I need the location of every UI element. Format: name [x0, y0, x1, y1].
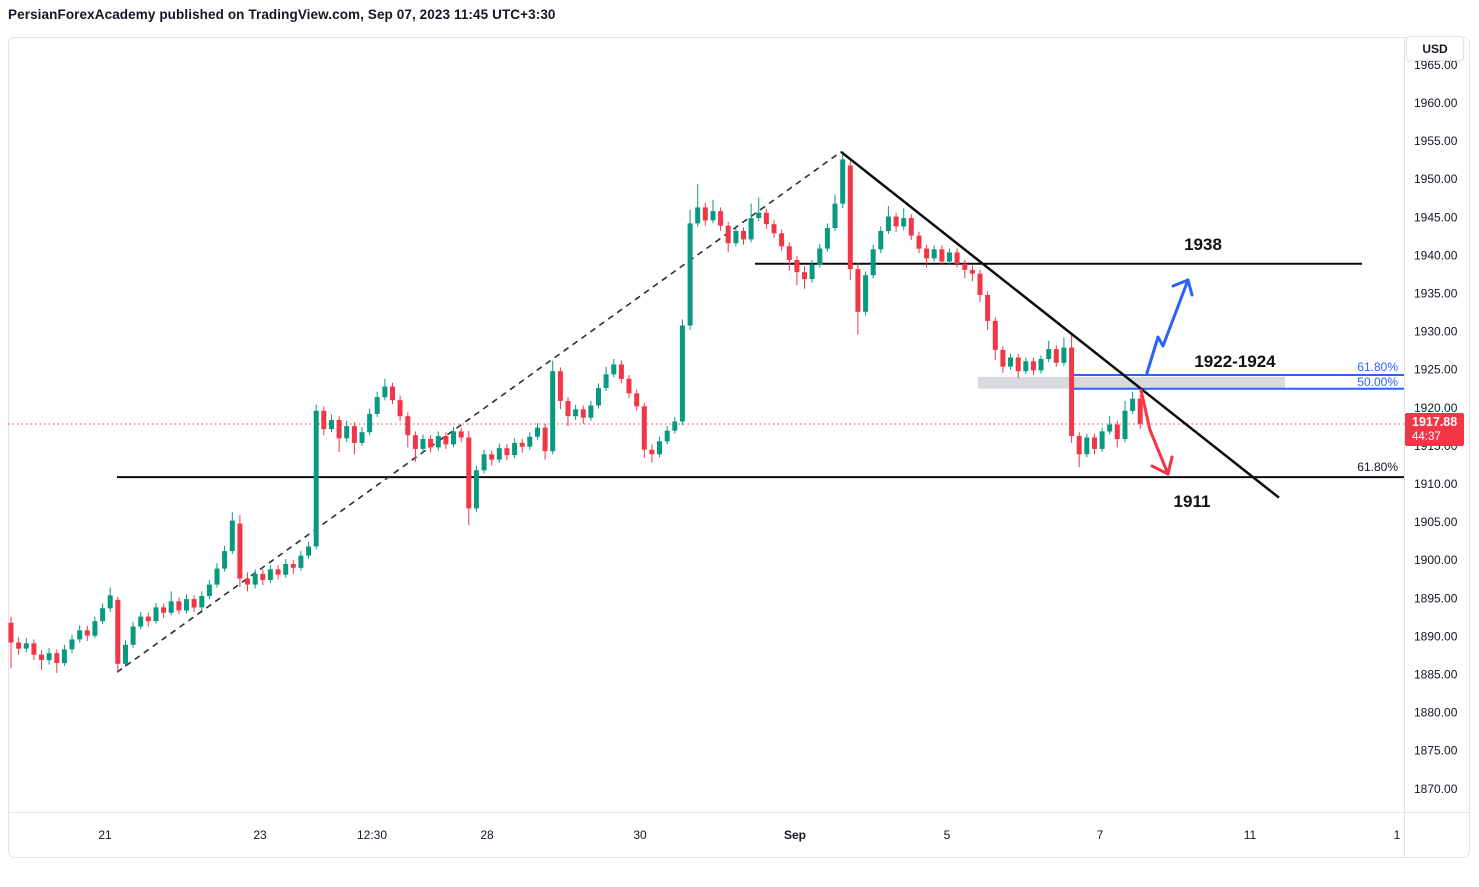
time-tick: 11: [1244, 828, 1257, 842]
bullish-arrow[interactable]: [1145, 278, 1194, 375]
price-tick: 1925.00: [1414, 363, 1458, 377]
price-tick: 1955.00: [1414, 134, 1458, 148]
price-tick: 1880.00: [1414, 706, 1458, 720]
label-supply-zone: 1922-1924: [1194, 352, 1276, 371]
price-tick: 1885.00: [1414, 668, 1458, 682]
time-tick: 1: [1394, 828, 1401, 842]
price-tick: 1900.00: [1414, 553, 1458, 567]
price-tick: 1945.00: [1414, 210, 1458, 224]
price-tick: 1935.00: [1414, 287, 1458, 301]
price-tick: 1870.00: [1414, 782, 1458, 796]
price-tick: 1905.00: [1414, 515, 1458, 529]
bearish-arrow[interactable]: [1139, 388, 1174, 476]
candlestick-series[interactable]: [8, 151, 1143, 673]
trendline-ascending-dashed[interactable]: [116, 151, 842, 673]
price-tick: 1890.00: [1414, 629, 1458, 643]
currency-toggle-button[interactable]: USD: [1406, 36, 1464, 61]
last-price-value: 1917.88: [1412, 415, 1458, 429]
time-tick: 5: [944, 828, 951, 842]
price-tick: 1950.00: [1414, 172, 1458, 186]
price-tick: 1965.00: [1414, 58, 1458, 72]
label-fib-618-blue: 61.80%: [1357, 360, 1398, 374]
currency-toggle-label: USD: [1422, 41, 1448, 56]
time-tick: 30: [633, 828, 647, 842]
chart-frame: [8, 37, 1470, 858]
label-fib-618-black: 61.80%: [1357, 460, 1398, 474]
price-tick: 1895.00: [1414, 591, 1458, 605]
snapshot-attribution: PersianForexAcademy published on Trading…: [8, 7, 556, 22]
price-tick: 1960.00: [1414, 96, 1458, 110]
price-tick: 1875.00: [1414, 744, 1458, 758]
price-tick: 1940.00: [1414, 248, 1458, 262]
bar-countdown: 44:37: [1412, 431, 1441, 443]
time-scale[interactable]: 21 23 12:30 28 30 Sep 5 7 11 1: [98, 828, 1400, 842]
time-tick: 28: [480, 828, 494, 842]
price-tick: 1920.00: [1414, 401, 1458, 415]
trendline-descending-solid[interactable]: [840, 150, 1280, 499]
time-tick: Sep: [784, 828, 806, 842]
label-target-lower: 1911: [1174, 492, 1211, 511]
price-levels[interactable]: [117, 262, 1404, 479]
price-tick: 1910.00: [1414, 477, 1458, 491]
price-tick: 1930.00: [1414, 325, 1458, 339]
time-tick: 12:30: [357, 828, 387, 842]
time-tick: 21: [98, 828, 112, 842]
label-fib-50-blue: 50.00%: [1357, 375, 1398, 389]
time-tick: 7: [1097, 828, 1104, 842]
last-price-label: 1917.88 44:37: [1405, 413, 1464, 446]
time-tick: 23: [253, 828, 267, 842]
label-target-upper: 1938: [1184, 235, 1222, 254]
